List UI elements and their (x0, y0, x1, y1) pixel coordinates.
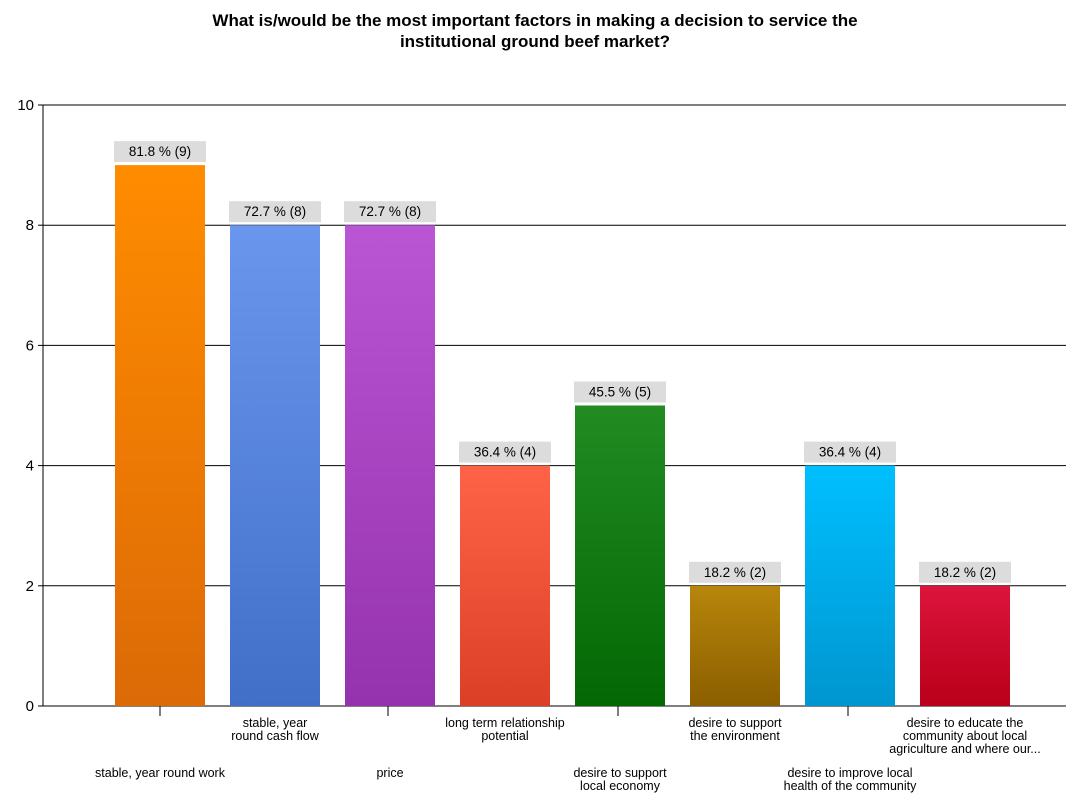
x-tick-labels: stable, year round work stable, year round… (95, 716, 1041, 793)
bar (345, 225, 435, 706)
chart-title-line-2: institutional ground beef market? (399, 32, 671, 51)
x-tick-label: desire to support the environment (688, 716, 782, 743)
x-tick-label-line: the environment (690, 729, 780, 743)
bar (460, 465, 550, 706)
data-label: 18.2 % (2) (934, 565, 996, 580)
x-tick-label: stable, year round cash flow (231, 716, 320, 743)
data-label: 45.5 % (5) (589, 385, 651, 400)
x-tick-label-line: long term relationship (445, 716, 565, 730)
y-tick-label: 8 (26, 217, 34, 234)
bar (575, 405, 665, 706)
bars (115, 165, 1010, 707)
data-label: 72.7 % (8) (244, 204, 306, 219)
data-label: 36.4 % (4) (474, 445, 536, 460)
bar (230, 225, 320, 706)
x-tick-label: desire to improve local health of the com… (784, 766, 917, 793)
axes: 0 2 4 6 8 10 (17, 97, 1066, 716)
x-tick-label-line: round cash flow (231, 729, 320, 743)
data-label-box (689, 561, 781, 583)
y-tick-label: 4 (26, 458, 34, 475)
chart-title-line-1: What is/would be the most important fact… (212, 11, 858, 30)
gridlines (43, 104, 1066, 587)
x-tick-label: price (376, 766, 403, 780)
data-label-box (459, 441, 551, 463)
chart-title: What is/would be the most important fact… (0, 10, 1070, 52)
bar (920, 585, 1010, 706)
x-tick-label-line: local economy (580, 779, 661, 793)
data-label-box (804, 441, 896, 463)
x-tick-label-line: potential (481, 729, 528, 743)
bar (115, 165, 205, 707)
data-label: 81.8 % (9) (129, 144, 191, 159)
data-label-box (229, 201, 321, 223)
data-label-box (344, 201, 436, 223)
data-label-box (114, 141, 206, 163)
x-tick-label: long term relationship potential (445, 716, 565, 743)
y-tick-label: 10 (17, 97, 34, 114)
x-tick-label-line: desire to improve local (787, 766, 912, 780)
bar (690, 585, 780, 706)
data-label: 72.7 % (8) (359, 204, 421, 219)
y-tick-label: 2 (26, 578, 34, 595)
data-label: 18.2 % (2) (704, 565, 766, 580)
y-tick-label: 6 (26, 337, 34, 354)
x-tick-label-line: agriculture and where our... (889, 742, 1040, 756)
x-tick-label: desire to educate the community about loc… (889, 716, 1040, 756)
x-tick-label-line: desire to support (688, 716, 782, 730)
x-tick-label: stable, year round work (95, 766, 226, 780)
x-tick-label-line: stable, year round work (95, 766, 226, 780)
y-tick-label: 0 (26, 698, 34, 715)
data-label: 36.4 % (4) (819, 445, 881, 460)
data-labels: 81.8 % (9) 72.7 % (8) 72.7 % (8) 36.4 % (4)… (114, 141, 1011, 583)
x-tick-label-line: health of the community (784, 779, 917, 793)
bar (805, 465, 895, 706)
x-tick-label: desire to support local economy (573, 766, 667, 793)
x-tick-label-line: community about local (903, 729, 1027, 743)
x-tick-label-line: price (376, 766, 403, 780)
x-tick-label-line: stable, year (243, 716, 308, 730)
data-label-box (919, 561, 1011, 583)
data-label-box (574, 381, 666, 403)
x-tick-label-line: desire to support (573, 766, 667, 780)
x-tick-label-line: desire to educate the (907, 716, 1024, 730)
